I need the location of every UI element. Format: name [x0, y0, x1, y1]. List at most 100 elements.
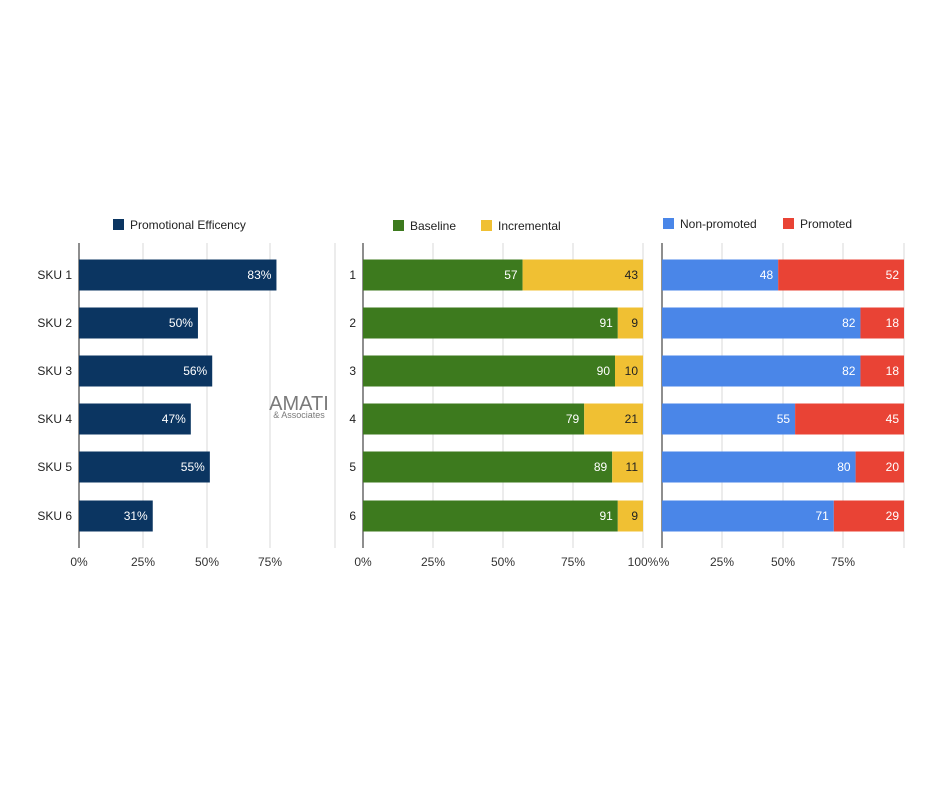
x-tick-label: 0%: [70, 555, 88, 569]
bar: [79, 500, 153, 532]
bar: [363, 500, 618, 532]
data-label: 48: [760, 268, 774, 282]
x-tick-label: 75%: [258, 555, 282, 569]
category-label: SKU 1: [37, 268, 72, 282]
data-label: 80: [837, 460, 851, 474]
data-label: 29: [886, 509, 900, 523]
category-label: SKU 6: [37, 509, 72, 523]
bar: [363, 307, 618, 339]
watermark-title: AMATI: [269, 393, 329, 415]
bar: [363, 259, 523, 291]
data-label: 20: [886, 460, 900, 474]
bar: [662, 451, 856, 483]
data-label: 89: [594, 460, 608, 474]
bar: [79, 259, 277, 291]
bar: [522, 259, 643, 291]
category-label: SKU 3: [37, 364, 72, 378]
data-label: 52: [886, 268, 900, 282]
data-label: 82: [842, 364, 856, 378]
bar: [662, 403, 796, 435]
data-label: 90: [597, 364, 611, 378]
legend-swatch: [783, 218, 794, 229]
bar: [363, 403, 585, 435]
data-label: 50%: [169, 316, 193, 330]
data-label: 55: [777, 412, 791, 426]
data-label: 91: [599, 316, 613, 330]
x-tick-label: 100%: [628, 555, 659, 569]
data-label: 56%: [183, 364, 207, 378]
data-label: 45: [886, 412, 900, 426]
chart-panel-3: Non-promoted Promoted 48 52 82 18 82 18 55 45 80 20…: [659, 217, 905, 569]
chart-panel-1: Promotional Efficency SKU 1 SKU 2 SKU 3 SKU …: [37, 218, 336, 569]
x-tick-label: %: [659, 555, 670, 569]
bar: [860, 355, 904, 387]
legend-label: Promoted: [800, 217, 852, 231]
legend-label: Promotional Efficency: [130, 218, 246, 232]
data-label: 83%: [247, 268, 271, 282]
chart-panel-2: Baseline Incremental 1 2 3 4 5 6 57 43 91 9 90 10 79 21…: [349, 219, 658, 569]
x-tick-label: 0%: [354, 555, 372, 569]
legend-label: Incremental: [498, 219, 561, 233]
data-label: 47%: [162, 412, 186, 426]
legend-swatch: [481, 220, 492, 231]
data-label: 11: [626, 460, 639, 474]
data-label: 21: [625, 412, 639, 426]
x-tick-label: 25%: [131, 555, 155, 569]
data-label: 9: [631, 316, 638, 330]
data-label: 10: [625, 364, 639, 378]
category-label: 1: [349, 268, 356, 282]
x-tick-label: 50%: [491, 555, 515, 569]
bar: [584, 403, 643, 435]
data-label: 18: [886, 316, 900, 330]
x-tick-label: 75%: [561, 555, 585, 569]
bar: [860, 307, 904, 339]
data-label: 18: [886, 364, 900, 378]
legend-label: Baseline: [410, 219, 456, 233]
category-label: 4: [349, 412, 356, 426]
watermark-logo: AMATI& Associates: [269, 393, 329, 420]
category-label: 6: [349, 509, 356, 523]
bar: [79, 307, 198, 339]
x-tick-label: 75%: [831, 555, 855, 569]
bar: [833, 500, 904, 532]
data-label: 43: [625, 268, 639, 282]
x-tick-label: 25%: [710, 555, 734, 569]
bar: [617, 307, 643, 339]
data-label: 55%: [181, 460, 205, 474]
bar: [615, 355, 643, 387]
data-label: 9: [631, 509, 638, 523]
bar: [363, 451, 613, 483]
legend-label: Non-promoted: [680, 217, 757, 231]
category-label: SKU 4: [37, 412, 72, 426]
bar: [855, 451, 904, 483]
bar: [612, 451, 643, 483]
data-label: 91: [599, 509, 613, 523]
bar: [617, 500, 643, 532]
data-label: 31%: [124, 509, 148, 523]
bar: [662, 259, 779, 291]
legend-swatch: [113, 219, 124, 230]
category-label: SKU 5: [37, 460, 72, 474]
x-tick-label: 50%: [771, 555, 795, 569]
data-label: 71: [815, 509, 829, 523]
bar: [363, 355, 615, 387]
data-label: 79: [566, 412, 580, 426]
legend-swatch: [663, 218, 674, 229]
bar: [79, 355, 213, 387]
x-tick-label: 50%: [195, 555, 219, 569]
category-label: SKU 2: [37, 316, 72, 330]
bar: [662, 355, 861, 387]
data-label: 57: [504, 268, 518, 282]
bar: [662, 500, 834, 532]
bar: [79, 451, 210, 483]
data-label: 82: [842, 316, 856, 330]
watermark-subtitle: & Associates: [273, 410, 325, 420]
bar: [662, 307, 861, 339]
category-label: 2: [349, 316, 356, 330]
x-tick-label: 25%: [421, 555, 445, 569]
legend-swatch: [393, 220, 404, 231]
bar: [795, 403, 904, 435]
bar: [79, 403, 191, 435]
